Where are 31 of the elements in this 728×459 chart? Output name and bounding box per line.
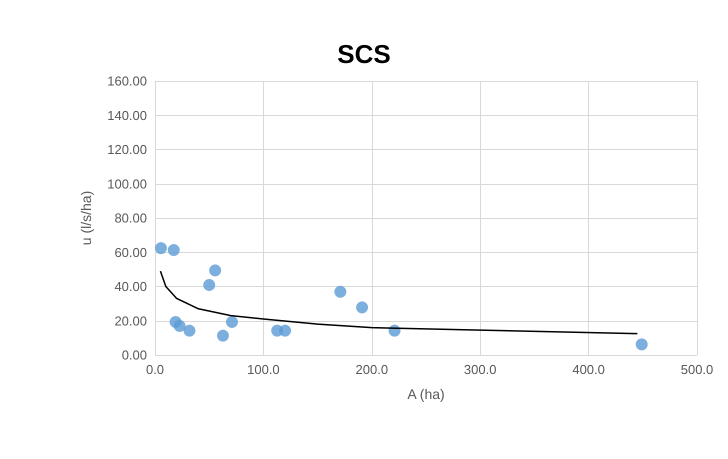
point: [183, 324, 196, 337]
point: [216, 330, 229, 342]
point: [168, 244, 180, 256]
point: [174, 320, 186, 332]
x-tick-label: 0.0: [146, 362, 164, 377]
y-tick-label: 120.00: [107, 142, 147, 157]
point: [636, 338, 648, 350]
y-tick-label: 0.00: [122, 348, 147, 362]
x-tick-label: 400.0: [572, 362, 605, 377]
point: [209, 264, 222, 276]
y-tick-label: 160.00: [107, 74, 147, 88]
point: [154, 242, 167, 254]
x-tick-label: 500.0: [680, 362, 714, 377]
x-tick-label: 300.0: [464, 362, 496, 377]
line-series: [160, 270, 638, 334]
x-axis-title: A (ha): [407, 386, 445, 402]
point: [334, 286, 346, 298]
y-tick-label: 20.00: [114, 313, 147, 328]
point: [226, 316, 238, 328]
y-axis-title: u (l/s/ha): [78, 190, 94, 246]
x-tick-label: 100.0: [247, 362, 280, 377]
y-tick-label: 80.00: [114, 210, 147, 226]
y-tick-label: 100.00: [107, 176, 147, 192]
y-tick-label: 60.00: [114, 244, 147, 260]
point: [279, 324, 292, 337]
chart-title: SCS: [337, 39, 391, 69]
point: [356, 301, 368, 314]
y-tick-label: 140.00: [107, 108, 147, 123]
point: [203, 278, 216, 291]
y-tick-label: 40.00: [114, 279, 147, 294]
x-tick-label: 200.0: [356, 362, 388, 377]
